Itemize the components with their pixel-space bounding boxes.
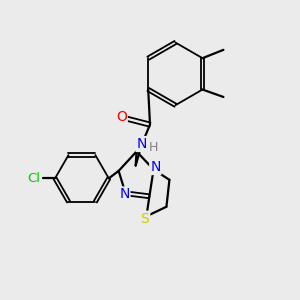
Text: S: S <box>140 212 149 226</box>
Text: O: O <box>116 110 127 124</box>
Text: H: H <box>149 140 158 154</box>
Text: N: N <box>119 188 130 202</box>
Text: Cl: Cl <box>27 172 40 185</box>
Text: N: N <box>136 137 147 151</box>
Text: N: N <box>150 160 161 174</box>
